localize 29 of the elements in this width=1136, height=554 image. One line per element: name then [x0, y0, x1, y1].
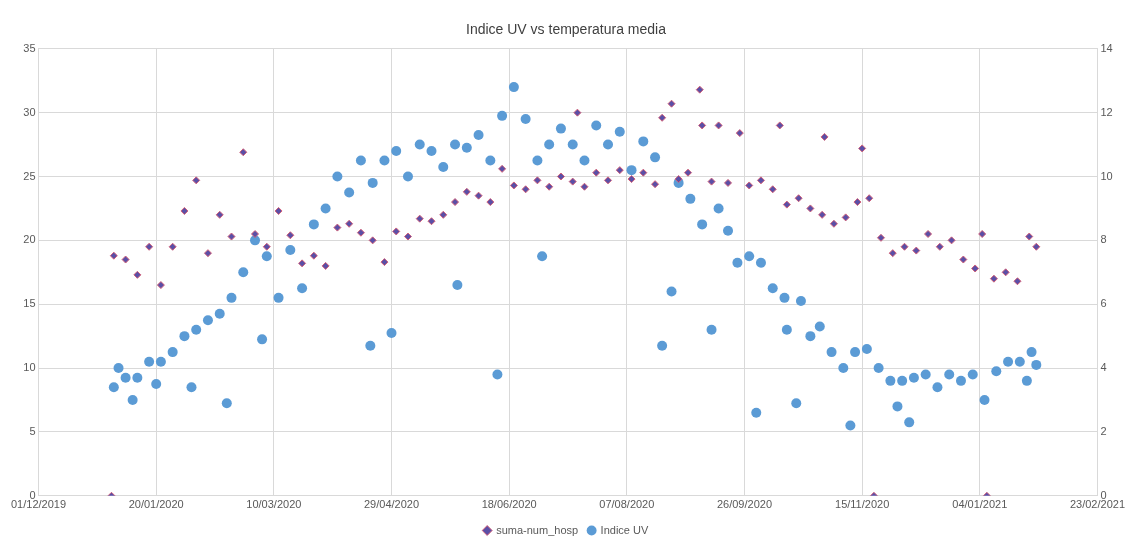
y2-tick-label: 8	[1100, 233, 1107, 246]
x-tick-label: 07/08/2020	[599, 498, 655, 511]
y-tick-label: 15	[23, 297, 36, 310]
y-tick-label: 35	[23, 41, 36, 54]
x-tick-label: 20/01/2020	[128, 498, 184, 511]
legend-label: Indice UV	[600, 523, 649, 536]
chart-title: Indice UV vs temperatura media	[466, 21, 667, 38]
x-tick-label: 04/01/2021	[952, 498, 1008, 511]
y2-tick-label: 0	[1100, 488, 1107, 501]
x-tick-label: 26/09/2020	[716, 498, 773, 511]
x-tick-label: 10/03/2020	[246, 498, 302, 511]
x-tick-label: 18/06/2020	[481, 498, 537, 511]
y2-tick-label: 4	[1100, 361, 1107, 374]
y2-tick-label: 14	[1100, 41, 1113, 54]
legend-label: suma-num_hosp	[496, 523, 579, 536]
y-tick-label: 10	[23, 361, 36, 374]
y2-tick-label: 2	[1100, 424, 1107, 437]
y-tick-label: 0	[29, 488, 36, 501]
y-tick-label: 5	[29, 424, 36, 437]
y2-tick-label: 12	[1100, 105, 1113, 118]
y-tick-label: 30	[23, 105, 36, 118]
x-tick-label: 01/12/2019	[11, 498, 67, 511]
y2-tick-label: 6	[1100, 297, 1107, 310]
x-tick-label: 15/11/2020	[835, 498, 890, 511]
y2-tick-label: 10	[1100, 169, 1113, 182]
y-tick-label: 25	[23, 169, 36, 182]
x-tick-label: 23/02/2021	[1069, 498, 1125, 511]
y-tick-label: 20	[23, 233, 36, 246]
x-tick-label: 29/04/2020	[363, 498, 420, 511]
